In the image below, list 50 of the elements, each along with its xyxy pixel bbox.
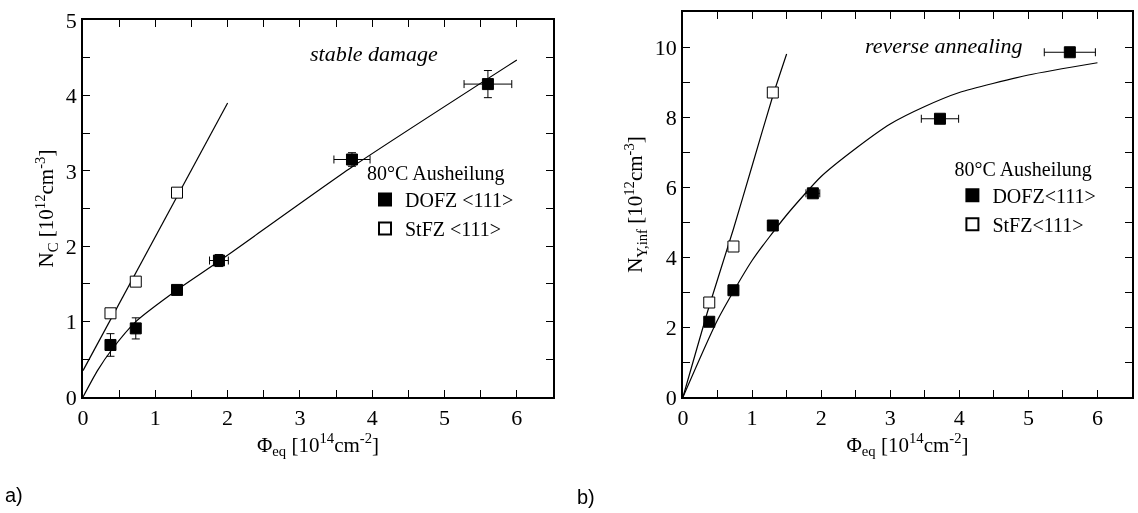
point <box>703 315 716 328</box>
point <box>104 338 117 351</box>
legend-label: DOFZ <111> <box>405 189 514 212</box>
annotation: stable damage <box>310 41 438 66</box>
x-tick-label: 3 <box>294 405 306 431</box>
point <box>727 240 740 253</box>
annotation: reverse annealing <box>865 33 1023 58</box>
y-tick-label: 2 <box>665 314 677 340</box>
point <box>766 86 779 99</box>
y-tick-label: 3 <box>65 158 77 184</box>
x-tick-label: 1 <box>746 405 758 431</box>
x-tick-label: 6 <box>1091 405 1103 431</box>
x-tick-label: 4 <box>953 405 965 431</box>
x-tick-label: 5 <box>1022 405 1034 431</box>
y-tick-label: 5 <box>65 7 77 33</box>
y-tick-label: 0 <box>65 384 77 410</box>
x-tick-label: 2 <box>815 405 827 431</box>
text: b) <box>577 486 595 508</box>
x-tick-label: 1 <box>149 405 161 431</box>
point <box>104 307 117 320</box>
point <box>481 78 494 91</box>
point <box>727 284 740 297</box>
x-tick-label: 3 <box>884 405 896 431</box>
x-tick-label: 5 <box>439 405 451 431</box>
x-tick-label: 6 <box>511 405 523 431</box>
point <box>703 296 716 309</box>
x-tick-label: 4 <box>366 405 378 431</box>
point <box>171 283 183 296</box>
x-axis-title: Φ$_{eq}$ [10$^{14}$cm$^{-2}$] <box>256 430 380 460</box>
point <box>171 186 183 199</box>
text: a) <box>5 484 23 506</box>
legend-label: DOFZ<111> <box>992 185 1096 208</box>
y-tick-label: 6 <box>665 174 677 200</box>
y-tick-label: 10 <box>654 34 677 60</box>
legend-label: StFZ<111> <box>992 214 1084 237</box>
x-axis-title: Φ$_{eq}$ [10$^{14}$cm$^{-2}$] <box>846 430 969 460</box>
y-tick-label: 4 <box>665 244 677 270</box>
y-tick-label: 4 <box>65 83 77 109</box>
legend-title: 80°C Ausheilung <box>367 161 505 185</box>
legend-title: 80°C Ausheilung <box>954 157 1092 181</box>
legend-label: StFZ <111> <box>405 218 502 241</box>
y-tick-label: 0 <box>665 384 677 410</box>
y-tick-label: 1 <box>65 309 77 335</box>
point <box>129 322 142 335</box>
point <box>1063 46 1076 59</box>
y-tick-label: 8 <box>665 104 677 130</box>
point <box>933 112 946 125</box>
point <box>129 275 142 288</box>
x-tick-label: 2 <box>222 405 234 431</box>
y-tick-label: 2 <box>65 233 77 259</box>
